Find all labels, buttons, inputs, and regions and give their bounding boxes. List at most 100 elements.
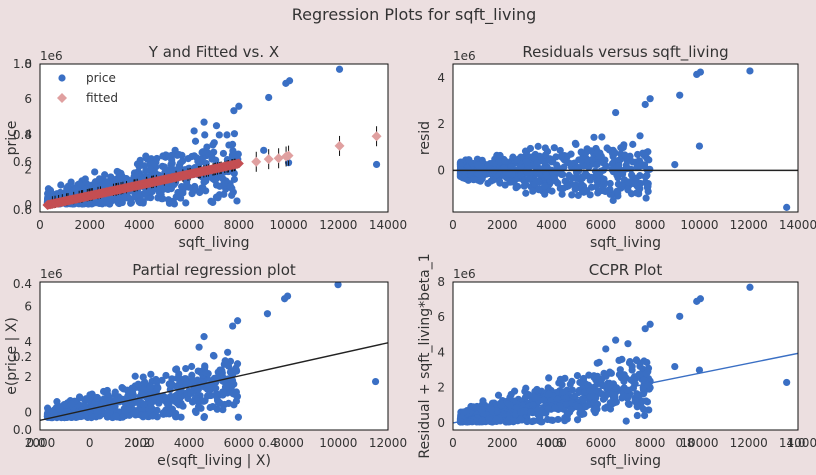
plot-partreg xyxy=(39,281,389,431)
data-point xyxy=(135,162,143,170)
data-point xyxy=(232,397,241,405)
data-point xyxy=(172,413,181,421)
data-point xyxy=(527,408,535,416)
data-point xyxy=(112,412,120,420)
x-tick-label: 14000 xyxy=(779,436,816,450)
data-point xyxy=(593,160,601,169)
data-point xyxy=(636,359,644,367)
data-point xyxy=(215,131,223,139)
plot-frame xyxy=(39,281,389,431)
data-point xyxy=(178,151,186,160)
data-point xyxy=(220,190,228,198)
data-point xyxy=(783,378,791,387)
legend-label-fitted: fitted xyxy=(86,91,118,105)
data-point xyxy=(140,400,148,408)
data-point xyxy=(613,187,621,195)
data-point xyxy=(545,374,553,382)
data-point xyxy=(614,180,622,188)
data-point xyxy=(550,144,558,152)
data-point xyxy=(88,390,96,398)
data-point xyxy=(128,399,137,407)
data-point xyxy=(141,379,149,387)
data-point xyxy=(55,405,64,413)
data-point xyxy=(609,196,617,205)
data-point xyxy=(478,406,486,414)
legend-marker-fitted xyxy=(57,93,67,103)
data-point xyxy=(487,405,496,414)
y-tick-label: 0 xyxy=(437,163,445,177)
data-point xyxy=(590,133,598,141)
data-point xyxy=(783,203,791,211)
plot-frame xyxy=(452,281,799,431)
data-layer xyxy=(453,67,798,211)
data-point xyxy=(580,378,588,386)
data-point xyxy=(639,149,647,157)
data-point xyxy=(228,191,236,199)
data-point xyxy=(233,360,242,368)
data-point xyxy=(640,411,649,420)
data-point xyxy=(53,398,61,406)
data-point xyxy=(516,171,525,179)
data-point xyxy=(551,404,559,412)
x-tick-label: 8000 xyxy=(273,436,304,450)
data-point xyxy=(567,150,575,158)
data-point xyxy=(233,197,241,205)
data-point xyxy=(146,382,155,391)
data-point xyxy=(196,158,205,166)
data-point xyxy=(593,149,601,157)
data-point xyxy=(229,152,237,160)
ghost-tick-label: 0.8 xyxy=(13,128,32,142)
ghost-tick-label: 0.8 xyxy=(675,436,694,450)
data-point xyxy=(636,157,644,166)
data-point xyxy=(371,377,380,386)
data-point xyxy=(136,156,144,164)
data-point xyxy=(513,156,521,164)
data-point xyxy=(229,322,237,330)
data-point xyxy=(554,415,562,424)
data-point xyxy=(593,177,601,186)
data-point xyxy=(558,190,566,198)
data-point xyxy=(113,167,121,176)
x-axis-label: sqft_living xyxy=(590,453,661,469)
y-axis-label: resid xyxy=(417,121,433,155)
data-point xyxy=(208,155,216,163)
ghost-tick-label: 0.6 xyxy=(544,436,563,450)
x-tick-label: 4000 xyxy=(174,436,205,450)
data-point xyxy=(641,173,650,181)
data-point xyxy=(335,65,344,73)
data-point xyxy=(524,390,533,399)
plot-title: CCPR Plot xyxy=(589,261,663,279)
y-multiplier: 1e6 xyxy=(453,49,476,63)
data-point xyxy=(123,386,131,394)
data-point xyxy=(93,394,102,402)
data-point xyxy=(604,383,613,391)
data-layer xyxy=(40,282,388,422)
data-point xyxy=(492,415,501,423)
data-point xyxy=(746,283,754,291)
data-point xyxy=(566,408,574,416)
y-axis-label: Residual + sqft_living*beta_1 xyxy=(417,253,433,458)
plot-title: Partial regression plot xyxy=(132,261,296,279)
data-point xyxy=(168,381,176,389)
data-point xyxy=(191,137,200,145)
data-point xyxy=(580,396,588,404)
fit-line xyxy=(40,342,388,421)
data-point xyxy=(563,415,571,423)
data-point xyxy=(695,142,704,150)
x-tick-label: 0 xyxy=(449,436,457,450)
data-point xyxy=(159,195,167,203)
data-point xyxy=(209,402,217,411)
data-point xyxy=(621,151,629,159)
data-point xyxy=(671,362,679,371)
x-tick-label: 10000 xyxy=(680,218,718,232)
data-point xyxy=(695,366,704,374)
plot-title: Residuals versus sqft_living xyxy=(522,43,728,62)
x-tick-label: 4000 xyxy=(536,436,567,450)
data-point xyxy=(495,158,503,166)
data-point xyxy=(119,413,127,421)
data-point xyxy=(599,381,607,390)
plot-frame xyxy=(452,63,799,213)
data-point xyxy=(545,390,553,398)
data-point xyxy=(619,170,627,178)
data-point xyxy=(523,417,531,426)
